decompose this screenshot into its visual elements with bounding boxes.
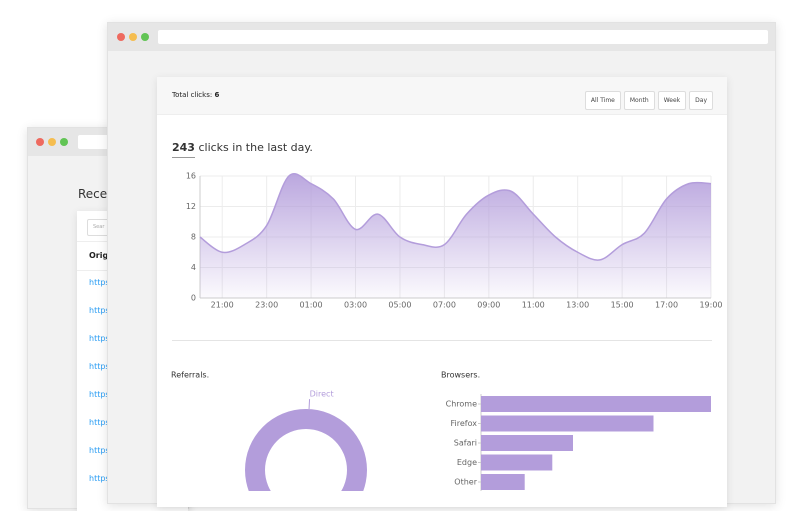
bar	[481, 474, 525, 490]
y-tick-label: Chrome	[446, 400, 477, 409]
x-tick-label: 01:00	[300, 301, 323, 310]
x-tick-label: 03:00	[344, 301, 367, 310]
slice	[245, 409, 367, 491]
x-tick-label: 11:00	[522, 301, 545, 310]
x-tick-label: 07:00	[433, 301, 456, 310]
chart-title: Browsers.	[441, 371, 480, 380]
y-tick-label: 4	[191, 263, 196, 272]
y-tick-label: 0	[191, 294, 196, 303]
y-tick-label: Edge	[457, 458, 477, 467]
x-tick-label: 15:00	[611, 301, 634, 310]
x-tick-label: 05:00	[388, 301, 411, 310]
page: Recen Sear Origi https:https:https:https…	[0, 0, 800, 491]
y-tick-label: Other	[454, 478, 477, 487]
bar	[481, 396, 711, 412]
slice-label: Direct	[310, 390, 334, 399]
bar	[481, 455, 552, 471]
x-tick-label: 21:00	[211, 301, 234, 310]
x-tick-label: 17:00	[655, 301, 678, 310]
x-tick-label: 09:00	[477, 301, 500, 310]
area	[200, 174, 711, 298]
y-tick-label: 16	[186, 172, 196, 181]
bar	[481, 416, 654, 432]
y-tick-label: Safari	[454, 439, 477, 448]
x-tick-label: 19:00	[699, 301, 722, 310]
charts: 0 4 8 12 16 21:00 23:00 01:00 03:00 05:00 07:00 09:…	[0, 0, 800, 491]
chart-title: Referrals.	[171, 371, 209, 380]
x-tick-label: 13:00	[566, 301, 589, 310]
y-tick-label: 8	[191, 233, 196, 242]
y-tick-label: Firefox	[451, 419, 478, 428]
bar	[481, 435, 573, 451]
x-tick-label: 23:00	[255, 301, 278, 310]
y-tick-label: 12	[186, 202, 196, 211]
